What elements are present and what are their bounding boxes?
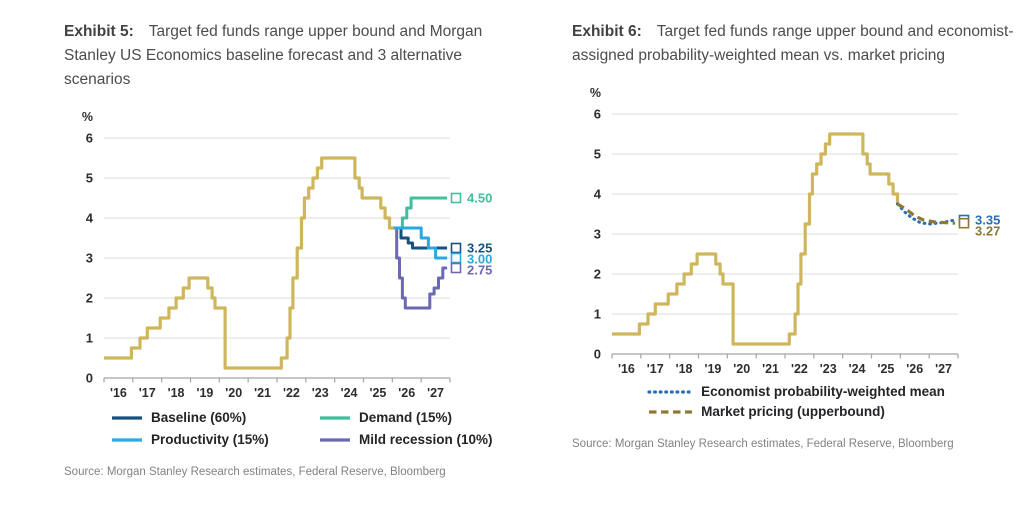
x-tick-label: '21: [762, 362, 779, 376]
legend-label: Productivity (15%): [151, 432, 269, 447]
y-tick-label: 0: [594, 347, 601, 362]
legend-item: Economist probability-weighted mean: [647, 382, 945, 402]
x-tick-label: '27: [427, 386, 444, 400]
end-value-label: 4.50: [467, 191, 492, 206]
series-line-fed-funds-upper-bound-history-: [104, 156, 394, 370]
y-tick-label: 3: [86, 251, 93, 266]
x-tick-label: '23: [820, 362, 837, 376]
exhibit-5-legend: Baseline (60%) Demand (15%) Productivity (…: [62, 408, 514, 450]
x-tick-label: '19: [704, 362, 721, 376]
y-tick-label: 5: [86, 171, 93, 186]
x-tick-label: '19: [196, 386, 213, 400]
exhibit-6-source: Source: Morgan Stanley Research estimate…: [572, 438, 954, 450]
series-line-economist-probability-weighted-mean: [896, 202, 957, 226]
legend-label: Economist probability-weighted mean: [701, 384, 945, 399]
x-tick-label: '22: [283, 386, 300, 400]
axis-unit-label: %: [82, 110, 93, 124]
legend-item: Productivity (15%): [110, 430, 318, 450]
legend-item: Baseline (60%): [110, 408, 318, 428]
legend-swatch-solid-line: [112, 438, 142, 442]
x-tick-label: '26: [398, 386, 415, 400]
series-line-productivity-15-: [393, 226, 448, 260]
x-tick-label: '18: [168, 386, 185, 400]
x-tick-label: '16: [618, 362, 635, 376]
legend-swatch-dashed-line: [649, 410, 693, 414]
exhibit-6-label: Exhibit 6:: [572, 23, 642, 40]
x-tick-label: '27: [935, 362, 952, 376]
series-line-market-pricing-upperbound-: [896, 202, 956, 225]
legend-swatch-dotted-line: [647, 390, 694, 394]
exhibits-row: Exhibit 5: Target fed funds range upper b…: [62, 20, 1022, 490]
x-tick-label: '17: [139, 386, 156, 400]
x-tick-label: '25: [369, 386, 386, 400]
end-value-label: 3.25: [467, 241, 492, 256]
legend-label: Baseline (60%): [151, 410, 247, 425]
x-tick-label: '22: [791, 362, 808, 376]
x-tick-label: '26: [906, 362, 923, 376]
axis-unit-label: %: [590, 86, 601, 100]
legend-swatch-solid-line: [320, 438, 350, 442]
legend-swatch-solid-line: [320, 416, 350, 420]
exhibit-6-heading: Exhibit 6: Target fed funds range upper b…: [572, 20, 1022, 68]
end-value-label: 3.00: [467, 252, 492, 267]
x-tick-label: '18: [676, 362, 693, 376]
series-line-baseline-60-: [393, 226, 448, 250]
y-tick-label: 1: [594, 307, 601, 322]
exhibit-5-chart: 0 1 2 3 4 5 6% '16 '17 '18 '19 '20 '21 '22 '23 '24 '25 '2…: [82, 110, 492, 400]
series-line-demand-15-: [393, 196, 448, 230]
legend-item: Market pricing (upperbound): [647, 402, 945, 422]
legend-item: Mild recession (10%): [318, 430, 514, 450]
y-tick-label: 5: [594, 147, 601, 162]
legend-item: Demand (15%): [318, 408, 514, 428]
exhibit-6-legend: Economist probability-weighted mean Marke…: [647, 382, 945, 422]
x-tick-label: '17: [647, 362, 664, 376]
y-tick-label: 2: [86, 291, 93, 306]
end-value-label: 2.75: [467, 263, 492, 278]
x-tick-label: '21: [254, 386, 271, 400]
series-line-mild-recession-10-: [393, 226, 448, 310]
end-value-label: 3.35: [975, 213, 1000, 228]
y-tick-label: 0: [86, 371, 93, 386]
exhibit-5-title: Target fed funds range upper bound and M…: [64, 23, 483, 88]
legend-swatch-solid-line: [112, 416, 142, 420]
y-tick-label: 6: [594, 107, 601, 122]
end-marker-square: [958, 217, 970, 229]
y-tick-label: 1: [86, 331, 93, 346]
legend-label: Demand (15%): [359, 410, 453, 425]
y-tick-label: 2: [594, 267, 601, 282]
x-tick-label: '25: [877, 362, 894, 376]
x-tick-label: '16: [110, 386, 127, 400]
exhibit-6-chart: 0 1 2 3 4 5 6% '16 '17 '18 '19 '20 '21 '22 '23 '24 '25 '2…: [590, 86, 1000, 376]
exhibit-6-panel: Exhibit 6: Target fed funds range upper b…: [570, 20, 1022, 490]
legend-label: Market pricing (upperbound): [701, 404, 885, 419]
x-tick-label: '20: [225, 386, 242, 400]
x-tick-label: '20: [733, 362, 750, 376]
x-tick-label: '24: [849, 362, 866, 376]
exhibit-5-heading: Exhibit 5: Target fed funds range upper b…: [64, 20, 514, 92]
y-tick-label: 4: [594, 187, 602, 202]
end-marker-square: [450, 252, 462, 264]
y-tick-label: 3: [594, 227, 601, 242]
exhibit-5-source: Source: Morgan Stanley Research estimate…: [64, 466, 446, 478]
exhibit-5-label: Exhibit 5:: [64, 23, 134, 40]
end-marker-square: [450, 262, 462, 274]
x-tick-label: '24: [341, 386, 358, 400]
x-tick-label: '23: [312, 386, 329, 400]
y-tick-label: 4: [86, 211, 94, 226]
end-marker-square: [450, 242, 462, 254]
legend-label: Mild recession (10%): [359, 432, 493, 447]
end-marker-square: [450, 192, 462, 204]
end-value-label: 3.27: [975, 224, 1000, 239]
series-line-fed-funds-upper-bound-history-: [612, 132, 900, 346]
exhibit-6-title: Target fed funds range upper bound and e…: [572, 23, 1014, 64]
y-tick-label: 6: [86, 131, 93, 146]
exhibit-5-panel: Exhibit 5: Target fed funds range upper b…: [62, 20, 514, 490]
